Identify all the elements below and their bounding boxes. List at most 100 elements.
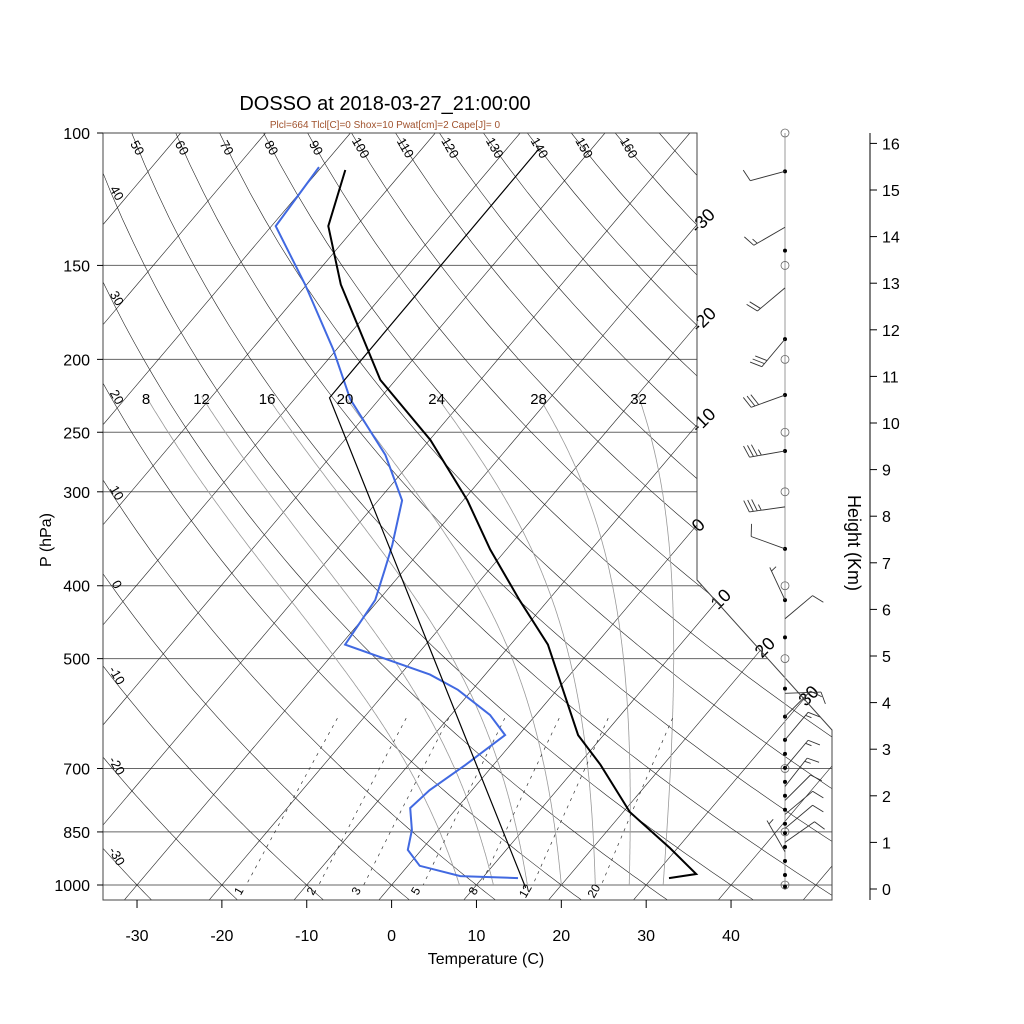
isotherm-line xyxy=(103,133,691,900)
height-tick-label: 10 xyxy=(882,416,900,433)
dry-adiabat-label: 70 xyxy=(217,138,237,158)
barb-feather xyxy=(755,355,768,361)
barb-feather xyxy=(810,774,822,782)
barb-shaft xyxy=(750,170,786,182)
mixing-ratio-label: 12 xyxy=(516,881,535,900)
wind-barb xyxy=(766,818,786,852)
y-tick-label: 200 xyxy=(63,352,90,369)
barb-feather xyxy=(746,395,756,407)
observation-dot xyxy=(783,807,787,812)
height-tick-label: 11 xyxy=(882,369,899,386)
y-axis-label: P (hPa) xyxy=(38,513,55,567)
dry-adiabat-label: 20 xyxy=(107,387,127,407)
isotherm-line xyxy=(103,133,436,900)
height-tick-label: 4 xyxy=(882,696,891,713)
moist-adiabat-label: 16 xyxy=(259,391,276,408)
barb-half-feather xyxy=(757,449,762,456)
moist-adiabat-line xyxy=(538,396,631,885)
mixing-ratio-label: 1 xyxy=(231,884,247,897)
mixing-ratio-line xyxy=(245,718,338,886)
x-tick-label: -20 xyxy=(210,928,233,945)
wind-barbs xyxy=(742,128,826,890)
barb-feather xyxy=(812,804,824,813)
barb-half-feather xyxy=(758,504,762,511)
height-tick-label: 8 xyxy=(882,509,891,526)
dry-adiabat-line xyxy=(103,133,325,900)
barb-feather xyxy=(820,691,826,705)
x-tick-label: 30 xyxy=(637,928,655,945)
observation-dot xyxy=(783,845,787,850)
isotherm-line xyxy=(632,133,832,900)
observation-dot xyxy=(783,793,787,798)
observation-dot xyxy=(783,873,787,878)
moist-adiabat-line xyxy=(201,396,494,886)
barb-feather xyxy=(812,790,824,799)
dry-adiabat-label: 80 xyxy=(261,138,281,158)
wind-barb xyxy=(784,691,826,705)
barb-feather xyxy=(751,444,758,457)
pressure-level-circle xyxy=(780,128,790,138)
dry-adiabat-label: -10 xyxy=(106,664,128,688)
wind-barb xyxy=(784,739,821,769)
dry-adiabat-label: 120 xyxy=(438,135,462,161)
x-tick-label: -10 xyxy=(295,928,318,945)
isotherm-line xyxy=(547,133,832,900)
height-tick-label: 0 xyxy=(882,882,891,899)
dry-adiabat-label: 130 xyxy=(483,135,507,161)
dry-adiabat-label: 30 xyxy=(107,288,127,308)
wind-barb xyxy=(784,757,820,787)
isotherm-line xyxy=(717,133,832,900)
height-tick-label: 13 xyxy=(882,276,900,293)
x-tick-label: -30 xyxy=(125,928,148,945)
pressure-level-circle xyxy=(780,654,790,664)
moist-adiabat-label: 32 xyxy=(630,391,647,408)
barb-feather xyxy=(743,445,750,458)
dry-adiabat-line xyxy=(103,133,497,900)
series-temperature-line xyxy=(327,169,699,880)
barb-feather xyxy=(742,397,752,408)
isotherm-label: -20 xyxy=(687,303,720,336)
barb-shaft xyxy=(769,567,786,601)
barb-feather xyxy=(807,739,821,746)
dry-adiabat-label: 60 xyxy=(172,138,192,158)
barb-feather xyxy=(814,821,825,830)
barb-feather xyxy=(750,394,760,405)
barb-shaft xyxy=(751,394,786,408)
isotherm-line xyxy=(103,133,351,900)
wind-barb xyxy=(744,226,786,246)
isotherm-line xyxy=(802,133,832,900)
height-tick-label: 2 xyxy=(882,789,891,806)
barb-shaft xyxy=(749,506,786,513)
barb-shaft xyxy=(749,450,786,458)
barb-half-feather xyxy=(752,238,758,244)
mixing-ratio-label: 3 xyxy=(349,884,365,897)
dry-adiabat-line xyxy=(103,133,755,900)
height-tick-label: 1 xyxy=(882,835,891,852)
y-tick-label: 150 xyxy=(63,258,90,275)
height-tick-label: 3 xyxy=(882,742,891,759)
wind-barb xyxy=(784,690,822,717)
dry-adiabat-line xyxy=(131,133,832,900)
dry-adiabat-label: -20 xyxy=(106,754,128,778)
dry-adiabat-line xyxy=(103,133,411,900)
dry-adiabat-label: 160 xyxy=(617,135,641,161)
isotherm-label: 30 xyxy=(794,682,822,710)
background-grid xyxy=(103,133,832,900)
observation-dot xyxy=(783,686,787,691)
dry-adiabat-line xyxy=(614,133,832,900)
barb-feather xyxy=(744,236,755,246)
isotherm-line xyxy=(103,133,606,900)
dry-adiabat-label: 0 xyxy=(109,577,126,591)
barb-shaft xyxy=(784,774,811,801)
moist-adiabat-label: 20 xyxy=(337,391,354,408)
wind-barb xyxy=(746,287,786,312)
wind-barb xyxy=(743,444,786,458)
wind-barb xyxy=(784,804,824,829)
wind-barb xyxy=(784,821,825,843)
dry-adiabat-label: 100 xyxy=(349,135,373,161)
pressure-level-circle xyxy=(780,427,790,437)
barb-shaft xyxy=(784,790,813,815)
dry-adiabat-line xyxy=(219,133,832,900)
wind-barb xyxy=(742,394,786,408)
height-tick-label: 15 xyxy=(882,183,900,200)
